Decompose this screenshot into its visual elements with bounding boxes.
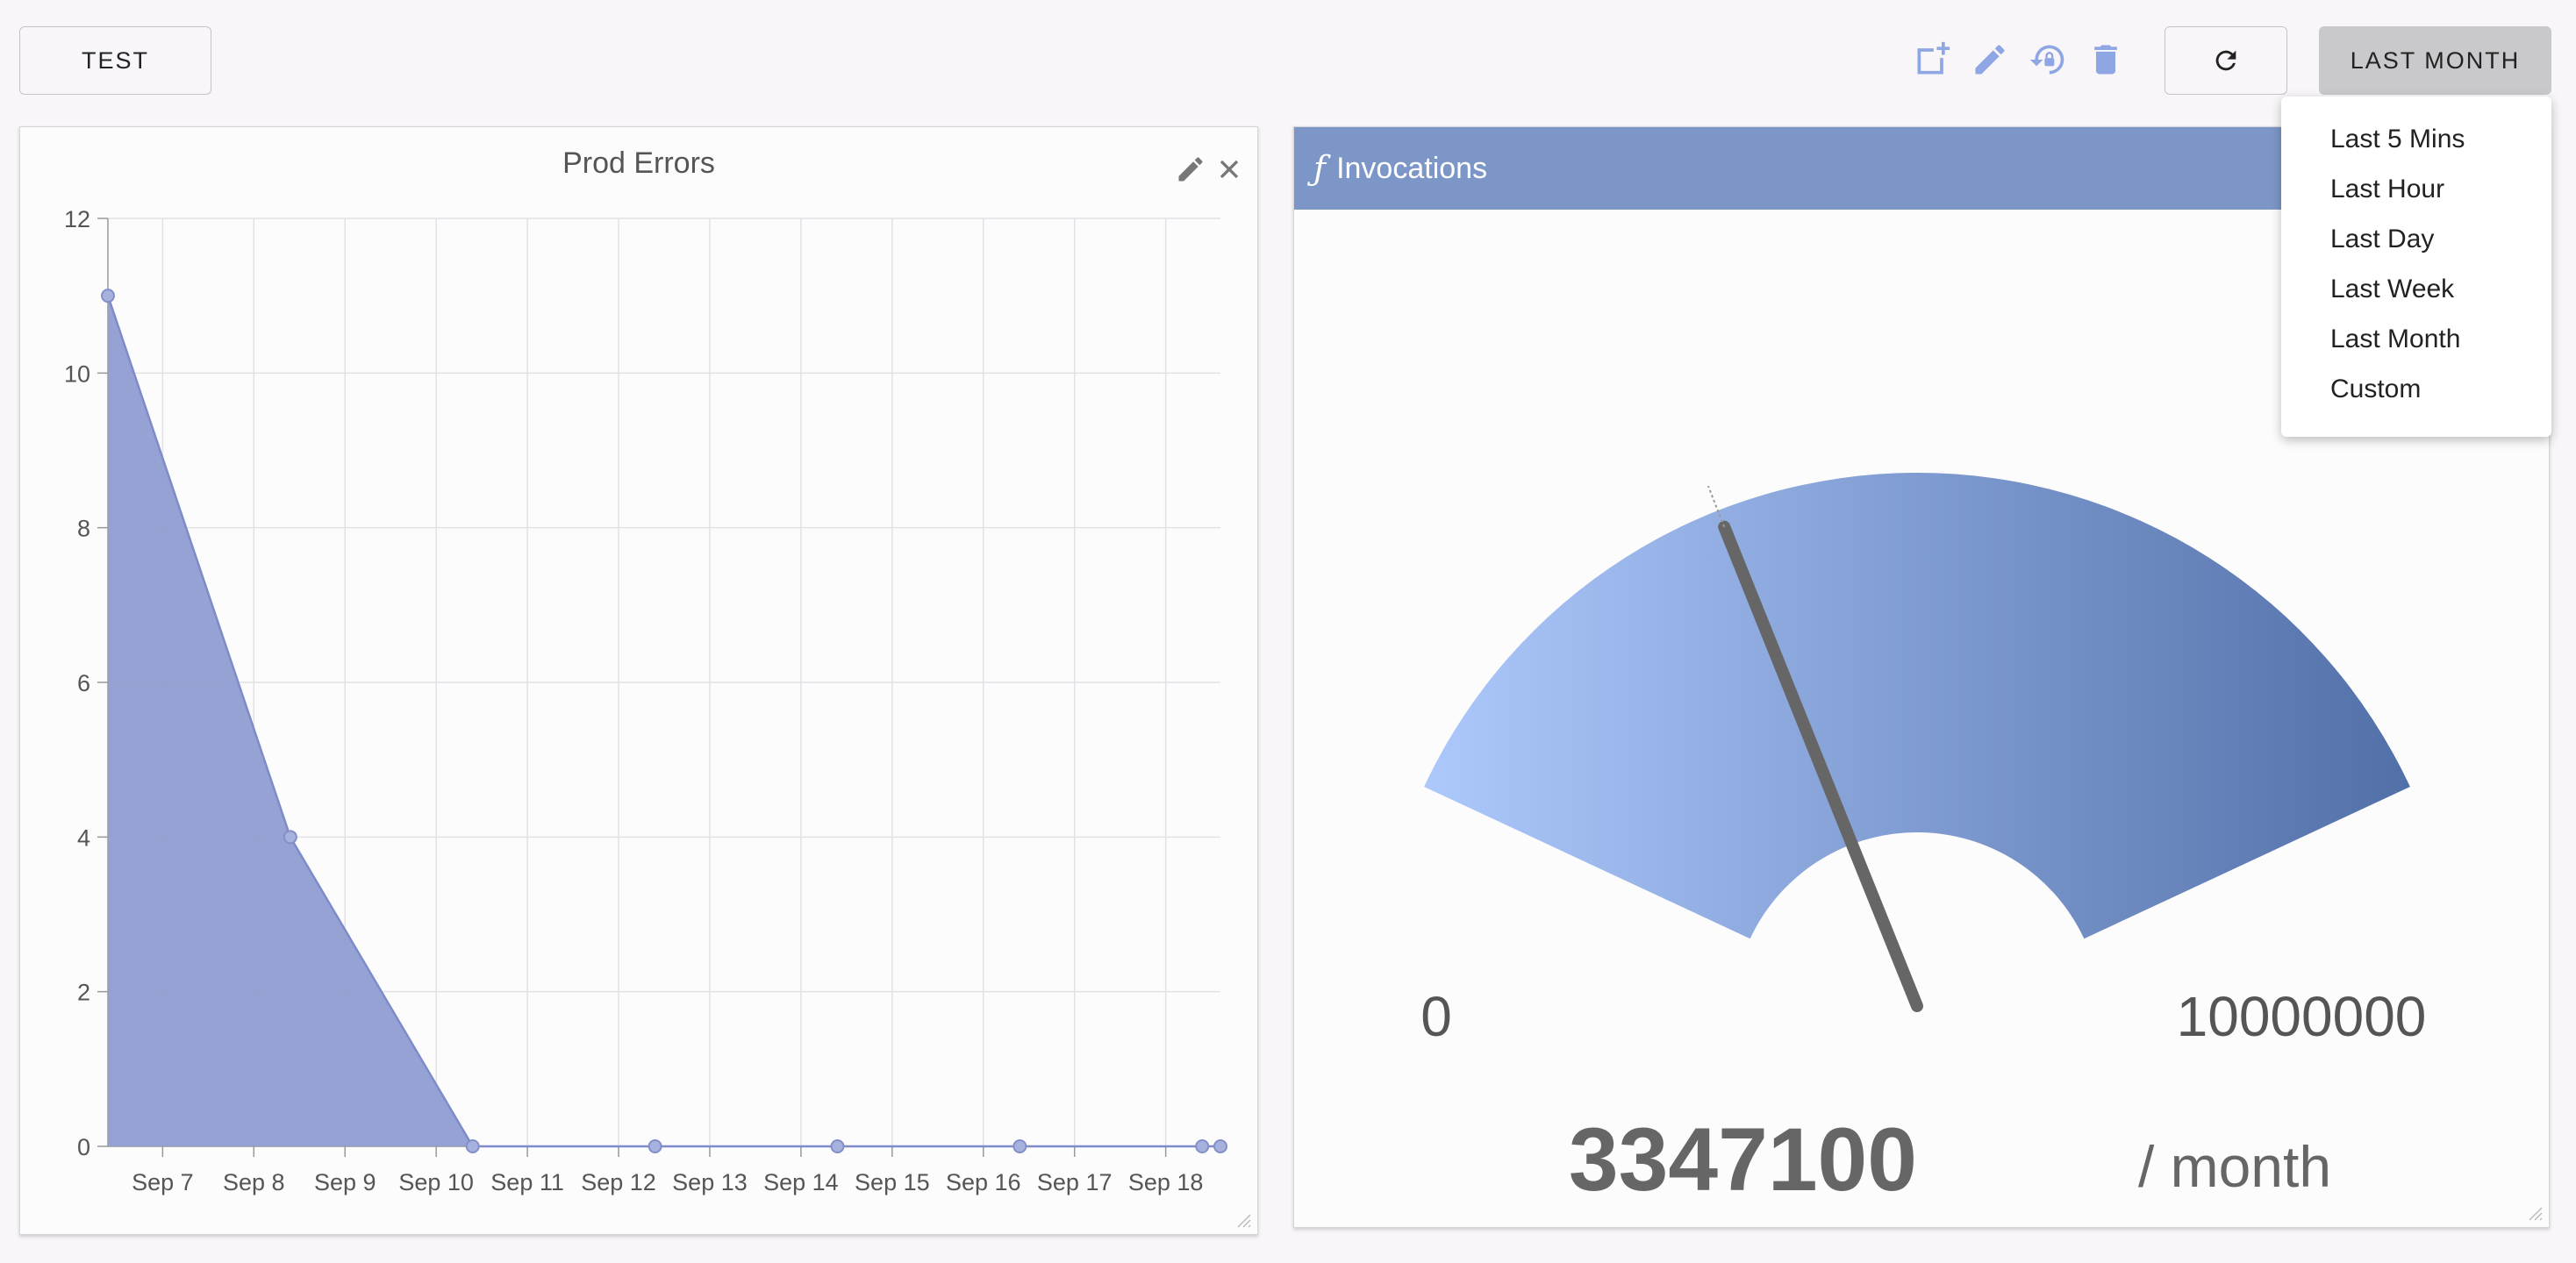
time-range-label: LAST MONTH <box>2350 46 2521 74</box>
y-tick-label: 10 <box>64 360 90 387</box>
menu-item-last-month[interactable]: Last Month <box>2330 325 2461 353</box>
menu-item-last-hour[interactable]: Last Hour <box>2330 175 2445 203</box>
gauge-needle-tip <box>1707 485 1726 528</box>
y-tick-label: 6 <box>77 670 90 696</box>
trash-icon[interactable] <box>2086 40 2125 79</box>
edit-icon[interactable] <box>1971 40 2009 79</box>
data-point <box>1213 1139 1227 1153</box>
x-tick-label: Sep 10 <box>398 1169 474 1195</box>
menu-item-last-5-mins[interactable]: Last 5 Mins <box>2330 125 2465 153</box>
menu-item-last-day[interactable]: Last Day <box>2330 225 2435 253</box>
x-tick-label: Sep 9 <box>314 1169 376 1195</box>
resize-handle-icon[interactable] <box>2526 1204 2544 1222</box>
gauge-arc <box>1424 473 2410 939</box>
y-tick-label: 2 <box>77 980 90 1006</box>
data-point <box>1013 1139 1027 1153</box>
test-button[interactable]: TEST <box>19 26 211 95</box>
function-icon: ƒ <box>1313 149 1327 188</box>
area-series <box>108 296 1220 1146</box>
data-point <box>465 1139 480 1153</box>
gauge-needle <box>1718 520 1923 1012</box>
data-point <box>830 1139 845 1153</box>
x-tick-label: Sep 18 <box>1128 1169 1204 1195</box>
y-tick-label: 4 <box>77 824 90 851</box>
add-panel-icon[interactable] <box>1913 40 1951 79</box>
data-point <box>283 830 297 845</box>
x-tick-label: Sep 16 <box>946 1169 1021 1195</box>
x-tick-label: Sep 7 <box>132 1169 194 1195</box>
x-tick-label: Sep 8 <box>223 1169 285 1195</box>
gauge-min-label: 0 <box>1420 985 1452 1048</box>
line-series <box>106 295 1220 1148</box>
invocations-gauge: 0 10000000 3347100 / month <box>1420 473 2427 1209</box>
refresh-icon <box>2215 50 2236 71</box>
menu-item-last-week[interactable]: Last Week <box>2330 275 2455 303</box>
errors-chart: 0 2 4 6 8 10 12 Sep 7 Sep 8 Sep 9 Sep 10 Sep 11 Sep … <box>64 206 1227 1195</box>
x-tick-label: Sep 11 <box>490 1169 564 1195</box>
data-point <box>1195 1139 1210 1153</box>
gauge-max-label: 10000000 <box>2177 985 2427 1048</box>
x-tick-label: Sep 13 <box>672 1169 748 1195</box>
restore-lock-icon[interactable] <box>2029 40 2067 79</box>
menu-item-custom[interactable]: Custom <box>2330 375 2422 403</box>
x-tick-label: Sep 15 <box>855 1169 930 1195</box>
gauge-unit: / month <box>2138 1134 2331 1199</box>
edit-icon[interactable] <box>1175 153 1206 185</box>
y-tick-label: 0 <box>77 1134 90 1160</box>
gauge-value: 3347100 <box>1569 1110 1917 1209</box>
x-tick-label: Sep 17 <box>1037 1169 1113 1195</box>
resize-handle-icon[interactable] <box>1234 1211 1252 1229</box>
data-point <box>101 289 115 303</box>
invocations-panel: ƒ Invocations 0 10000000 3347100 / month <box>1293 126 2550 1228</box>
refresh-button[interactable] <box>2165 26 2287 95</box>
chart-title: Prod Errors <box>562 146 715 180</box>
test-button-label: TEST <box>81 46 149 74</box>
y-tick-label: 8 <box>77 516 90 542</box>
x-tick-label: Sep 12 <box>581 1169 656 1195</box>
time-range-menu: Last 5 Mins Last Hour Last Day Last Week… <box>2281 96 2551 437</box>
y-tick-label: 12 <box>64 206 90 232</box>
data-point <box>648 1139 662 1153</box>
gauge-title: Invocations <box>1336 151 1488 185</box>
time-range-button[interactable]: LAST MONTH <box>2319 26 2551 95</box>
prod-errors-panel: Prod Errors 0 2 4 6 8 10 12 Sep 7 Sep 8 Sep 9 Sep … <box>19 126 1258 1235</box>
close-icon[interactable] <box>1213 153 1245 185</box>
x-tick-label: Sep 14 <box>763 1169 839 1195</box>
